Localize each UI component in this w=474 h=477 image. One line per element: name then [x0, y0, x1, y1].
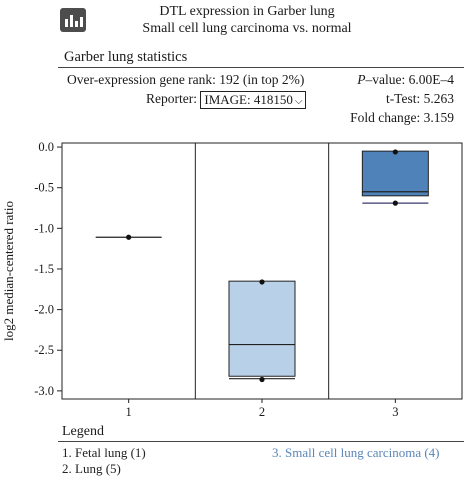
- reporter-row: Reporter: IMAGE: 418150 ⌵: [146, 91, 307, 109]
- bar-chart-icon: [60, 8, 86, 32]
- legend-divider: [58, 441, 464, 442]
- reporter-label: Reporter:: [146, 91, 197, 107]
- y-tick-label: -3.0: [34, 384, 54, 398]
- x-tick-label: 2: [259, 405, 265, 419]
- stats-section-title: Garber lung statistics: [64, 49, 188, 65]
- gene-rank-text: Over-expression gene rank: 192 (in top 2…: [67, 72, 305, 87]
- y-tick-label: -1.0: [34, 221, 54, 235]
- data-point: [259, 376, 265, 383]
- y-tick-label: -2.5: [34, 343, 54, 357]
- t-test-text: t-Test: 5.263: [385, 91, 454, 106]
- fold-change-text: Fold change: 3.159: [350, 110, 454, 125]
- x-tick-label: 3: [392, 405, 398, 419]
- y-tick-label: -0.5: [34, 181, 54, 195]
- legend-item-fetal-lung: 1. Fetal lung (1): [62, 445, 146, 460]
- stats-divider: [58, 67, 464, 68]
- data-point: [392, 149, 398, 155]
- legend-item-small-cell-carcinoma: 3. Small cell lung carcinoma (4): [272, 445, 440, 460]
- p-label: P: [357, 72, 366, 87]
- p-value-text: P–value: 6.00E–4: [357, 72, 454, 88]
- data-point: [392, 200, 398, 206]
- chart-header: DTL expression in Garber lung Small cell…: [0, 2, 474, 42]
- chart-subtitle: Small cell lung carcinoma vs. normal: [142, 21, 352, 36]
- legend-title: Legend: [62, 424, 104, 439]
- data-point: [126, 234, 132, 240]
- data-point: [259, 279, 265, 285]
- chart-title: DTL expression in Garber lung: [159, 4, 335, 19]
- y-axis-label: log2 median-centered ratio: [1, 201, 16, 341]
- y-tick-label: -1.5: [34, 262, 54, 276]
- box: [361, 150, 429, 197]
- legend-item-lung: 2. Lung (5): [62, 461, 121, 476]
- p-value: –value: 6.00E–4: [365, 72, 454, 87]
- reporter-select[interactable]: IMAGE: 418150 ⌵: [200, 91, 307, 109]
- box-plot-chart: 0.0 -0.5 -1.0 -1.5 -2.0 -2.5 -3.0 log2 median-c…: [1, 140, 463, 419]
- x-tick-label: 1: [126, 405, 132, 419]
- y-tick-label: 0.0: [38, 140, 54, 154]
- y-tick-label: -2.0: [34, 303, 54, 317]
- box: [228, 280, 296, 377]
- reporter-value: IMAGE: 418150: [204, 92, 293, 107]
- chevron-down-icon: ⌵: [294, 96, 303, 107]
